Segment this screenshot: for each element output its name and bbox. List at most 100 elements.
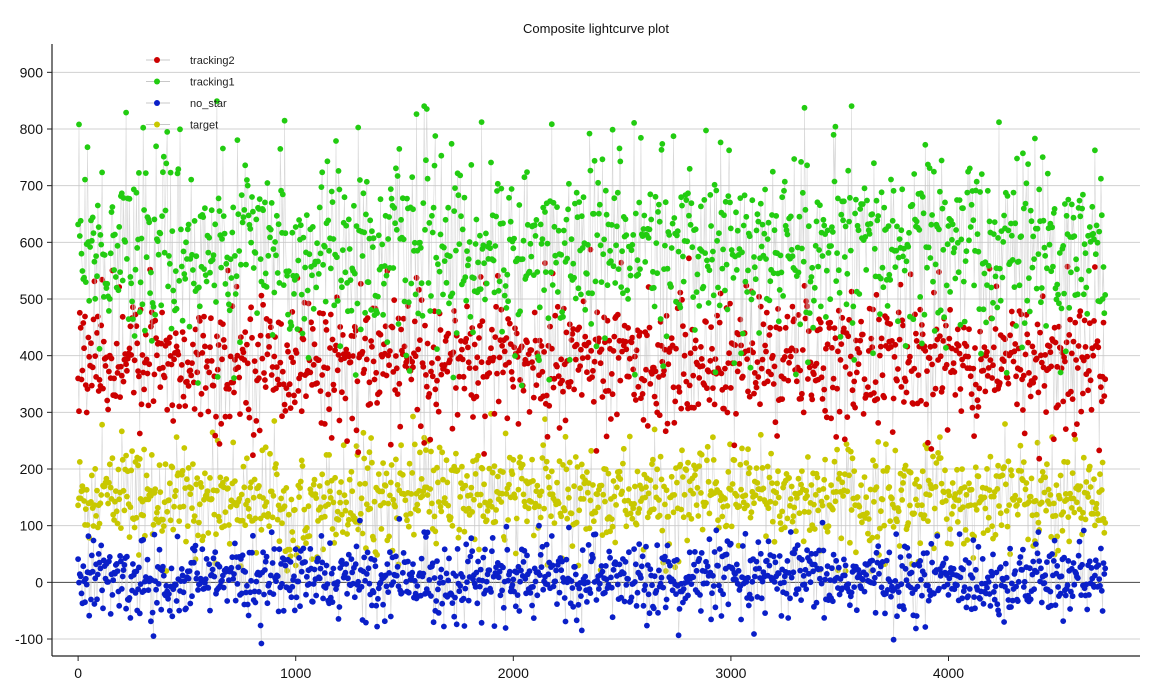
data-point: [554, 204, 560, 211]
data-point: [534, 269, 541, 275]
data-point: [664, 265, 671, 272]
data-point: [869, 344, 876, 351]
data-point: [592, 509, 599, 516]
data-point: [517, 578, 523, 585]
data-point: [982, 388, 989, 395]
data-point: [774, 586, 780, 592]
data-point: [410, 413, 416, 420]
data-point: [301, 315, 308, 322]
data-point: [259, 355, 266, 362]
data-point: [975, 473, 982, 480]
x-tick-label: 1000: [280, 665, 311, 681]
data-point: [319, 372, 326, 378]
data-point: [1102, 292, 1109, 298]
data-point: [105, 500, 111, 507]
data-point: [1098, 587, 1105, 594]
data-point: [855, 567, 862, 573]
data-point: [146, 219, 153, 226]
data-point: [572, 356, 579, 363]
data-point: [793, 591, 799, 597]
data-point: [426, 577, 433, 583]
data-point: [403, 359, 410, 366]
data-point: [531, 309, 538, 316]
data-point: [383, 272, 390, 279]
data-point: [1026, 565, 1033, 572]
data-point: [753, 227, 760, 234]
data-point: [204, 358, 211, 364]
data-point: [176, 607, 183, 614]
data-point: [875, 543, 882, 550]
data-point: [310, 361, 317, 368]
data-point: [941, 489, 947, 496]
data-point: [692, 345, 698, 352]
data-point: [267, 234, 273, 241]
data-point: [104, 397, 111, 404]
data-point: [849, 387, 856, 394]
data-point: [385, 589, 392, 595]
data-point: [647, 191, 654, 198]
data-point: [438, 566, 445, 573]
data-point: [293, 273, 300, 279]
data-point: [260, 301, 266, 308]
data-point: [322, 298, 329, 305]
data-point: [1050, 558, 1057, 564]
data-point: [190, 518, 197, 524]
data-point: [767, 278, 774, 285]
data-point: [313, 284, 320, 291]
data-point: [449, 290, 456, 297]
data-point: [997, 564, 1004, 571]
data-point: [353, 427, 360, 434]
data-point: [919, 193, 926, 200]
data-point: [731, 457, 738, 463]
data-point: [651, 573, 658, 580]
data-point: [588, 447, 595, 454]
data-point: [333, 254, 340, 261]
data-point: [396, 380, 403, 387]
data-point: [297, 485, 303, 491]
data-point: [1054, 563, 1061, 569]
data-point: [855, 361, 862, 368]
data-point: [305, 300, 312, 307]
data-point: [571, 483, 577, 490]
data-point: [825, 250, 832, 256]
data-point: [443, 457, 450, 464]
data-point: [364, 549, 371, 556]
data-point: [539, 543, 546, 550]
data-point: [82, 599, 88, 606]
data-point: [1054, 281, 1061, 288]
data-point: [1095, 344, 1102, 351]
data-point: [602, 563, 609, 569]
data-point: [188, 176, 195, 183]
data-point: [819, 502, 826, 509]
data-point: [465, 344, 471, 351]
data-point: [937, 188, 943, 195]
data-point: [238, 334, 244, 341]
data-point: [496, 278, 503, 285]
data-point: [157, 230, 164, 237]
data-point: [260, 495, 266, 501]
data-point: [275, 608, 282, 615]
data-point: [232, 253, 238, 259]
data-point: [773, 213, 780, 219]
data-point: [374, 623, 380, 630]
data-point: [787, 595, 793, 602]
data-point: [931, 168, 937, 175]
data-point: [238, 192, 245, 199]
data-point: [423, 447, 429, 453]
data-point: [852, 210, 858, 217]
data-point: [622, 216, 629, 223]
data-point: [848, 288, 855, 295]
data-point: [955, 497, 962, 504]
legend-item-tracking2: tracking2: [146, 55, 235, 67]
data-point: [1039, 154, 1046, 161]
data-point: [1098, 384, 1104, 390]
data-point: [641, 377, 648, 384]
data-point: [816, 247, 822, 253]
data-point: [556, 425, 563, 431]
data-point: [317, 565, 324, 572]
data-point: [335, 352, 342, 358]
data-point: [1062, 592, 1069, 599]
data-point: [275, 221, 282, 228]
data-point: [108, 209, 115, 216]
data-point: [258, 640, 265, 647]
